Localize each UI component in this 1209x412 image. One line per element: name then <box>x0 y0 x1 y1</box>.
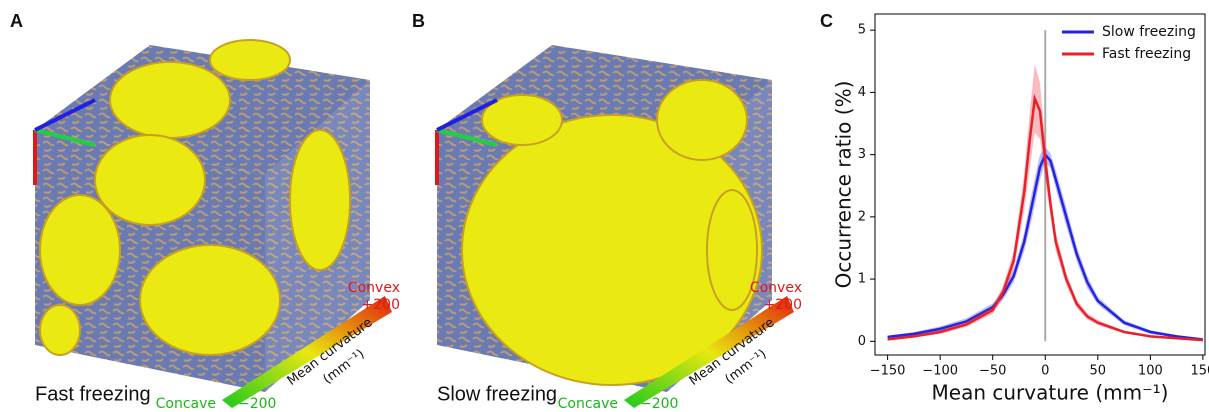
surface-blob <box>40 195 120 305</box>
caption: Slow freezing <box>437 383 557 405</box>
y-tick-label: 1 <box>858 272 866 287</box>
x-tick-label: −100 <box>922 364 958 379</box>
colorbar-max-label: Convex <box>750 280 802 296</box>
figure: AMean curvature(mm⁻¹)Convex+200Concave−2… <box>0 0 1209 412</box>
y-tick-label: 4 <box>858 85 866 100</box>
legend-label: Fast freezing <box>1102 46 1191 62</box>
colorbar-max-label: Convex <box>348 280 400 296</box>
surface-blob <box>140 245 280 355</box>
x-tick-label: 150 <box>1190 364 1209 379</box>
x-tick-label: 0 <box>1041 364 1049 379</box>
colorbar-max-value: +200 <box>764 297 802 313</box>
colorbar-min-value: −200 <box>238 396 276 412</box>
y-tick-label: 3 <box>858 147 866 162</box>
colorbar-max-value: +200 <box>362 297 400 313</box>
legend-label: Slow freezing <box>1102 24 1196 40</box>
panel-letter: B <box>412 11 425 31</box>
panel-letter: A <box>10 11 23 31</box>
surface-blob <box>210 40 290 80</box>
colorbar-min-label: Concave <box>558 396 618 412</box>
plot-frame <box>875 14 1205 355</box>
y-tick-label: 5 <box>858 23 866 38</box>
surface-blob <box>40 305 80 355</box>
y-tick-label: 0 <box>858 334 866 349</box>
y-tick-label: 2 <box>858 209 866 224</box>
panel-letter: C <box>820 11 833 31</box>
surface-blob <box>95 135 205 225</box>
colorbar-min-label: Concave <box>156 396 216 412</box>
caption: Fast freezing <box>35 383 151 405</box>
x-tick-label: 50 <box>1090 364 1107 379</box>
y-axis-label: Occurrence ratio (%) <box>832 81 856 289</box>
x-tick-label: 100 <box>1138 364 1163 379</box>
surface-blob <box>110 62 230 138</box>
colorbar-min-value: −200 <box>640 396 678 412</box>
surface-blob <box>657 80 747 160</box>
x-axis-label: Mean curvature (mm⁻¹) <box>932 381 1169 405</box>
x-tick-label: −150 <box>870 364 906 379</box>
surface-blob <box>290 130 350 270</box>
x-tick-label: −50 <box>979 364 1006 379</box>
